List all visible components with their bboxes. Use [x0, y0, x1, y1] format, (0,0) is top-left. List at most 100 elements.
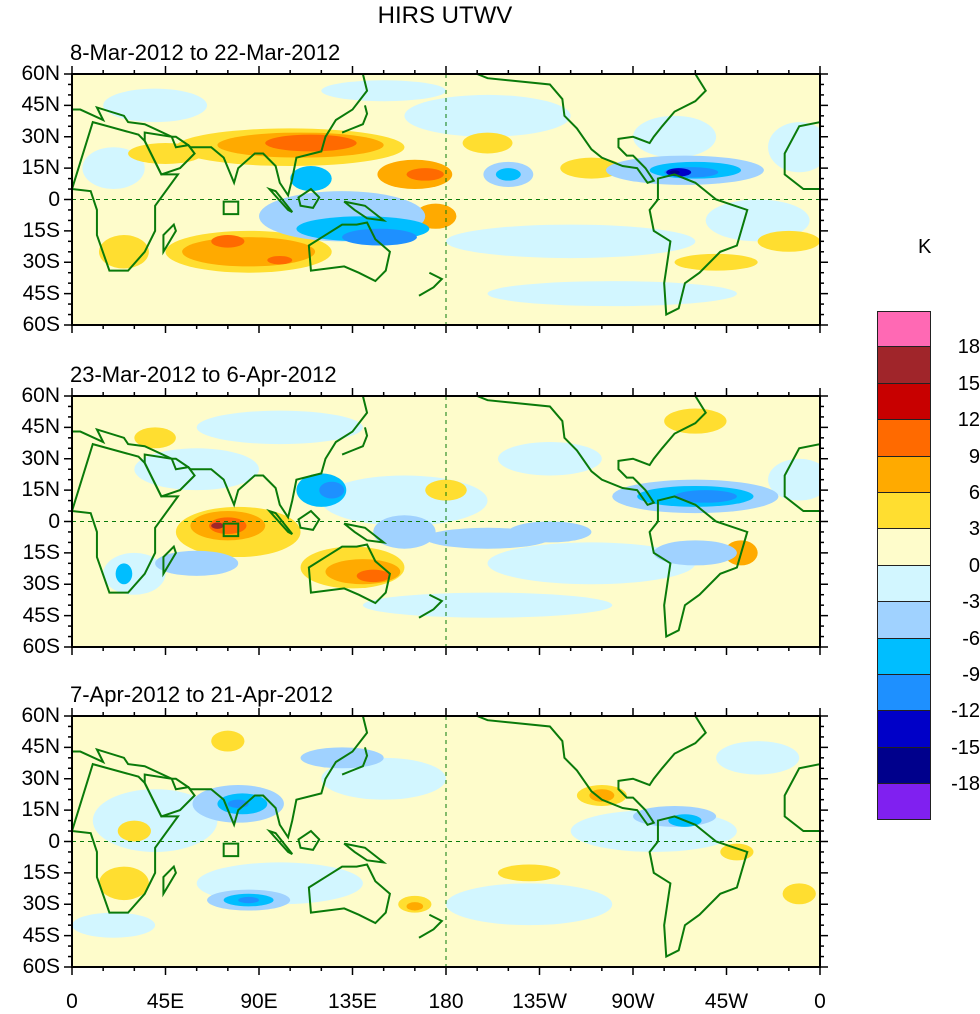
anomaly-contour-region — [211, 730, 245, 752]
colorbar-label: 3 — [968, 518, 980, 541]
lat-label: 60S — [22, 635, 60, 658]
lat-label: 60S — [22, 955, 60, 978]
lat-label: 15S — [22, 860, 60, 884]
lat-label: 30N — [21, 446, 60, 470]
anomaly-contour-region — [768, 458, 820, 501]
coastline-newzealand — [418, 593, 444, 619]
coastline-madagascar — [162, 864, 177, 898]
colorbar-label: -9 — [962, 664, 980, 686]
colorbar-box — [877, 492, 931, 530]
lat-label: 0 — [48, 829, 60, 853]
lat-label: 60N — [21, 62, 60, 85]
anomaly-contour-region — [196, 410, 363, 445]
anomaly-contour-region — [404, 94, 571, 137]
lon-label: 90E — [240, 990, 278, 1013]
anomaly-contour-region — [674, 253, 758, 271]
lat-label: 15S — [22, 218, 60, 242]
anomaly-contour-region — [103, 88, 208, 123]
lat-label: 15N — [21, 478, 60, 502]
colorbar-label: -3 — [962, 591, 980, 614]
anomaly-contour-region — [238, 896, 259, 904]
anomaly-contour-region — [487, 281, 737, 307]
lat-label: 30N — [21, 766, 60, 790]
coastline-eurasia — [72, 396, 369, 520]
colorbar-label: -12 — [951, 700, 980, 723]
anomaly-contour-region — [716, 741, 800, 775]
lon-label: 45W — [704, 990, 749, 1013]
coastline-sumatra — [266, 508, 294, 535]
lat-label: 45N — [21, 735, 60, 759]
anomaly-contour-region — [674, 490, 737, 503]
lat-label: 30S — [22, 572, 60, 596]
lat-label: 45S — [22, 281, 60, 305]
colorbar-box — [877, 747, 931, 785]
anomaly-contour-region — [267, 255, 293, 265]
anomaly-contour-region — [211, 522, 224, 529]
anomaly-contour-region — [72, 912, 156, 938]
anomaly-contour-region — [589, 789, 615, 802]
coastline-borneo — [297, 187, 321, 209]
colorbar-box — [877, 420, 931, 457]
colorbar-label: -6 — [962, 627, 980, 650]
coastline-australia — [307, 863, 392, 925]
colorbar-label: 0 — [968, 554, 980, 577]
map-panel — [64, 388, 828, 655]
coastline-newguinea — [343, 522, 388, 544]
anomaly-contour-region — [115, 563, 133, 585]
anomaly-contour-region — [103, 552, 166, 595]
lat-label: 0 — [48, 509, 60, 533]
anomaly-contour-region — [495, 168, 521, 181]
coastline-arabia — [143, 773, 196, 818]
panel-title: 8-Mar-2012 to 22-Mar-2012 — [70, 40, 341, 65]
anomaly-contour-region — [633, 115, 717, 158]
lat-label: 15S — [22, 540, 60, 564]
lat-label: 15N — [21, 798, 60, 822]
coastline-newzealand — [418, 913, 444, 939]
coastline-borneo — [297, 509, 321, 531]
anomaly-contour-region — [782, 883, 816, 905]
anomaly-contour-region — [290, 166, 332, 192]
colorbar-box — [877, 383, 931, 421]
colorbar-box — [877, 529, 931, 566]
anomaly-contour-region — [373, 515, 436, 549]
coastline-sumatra — [266, 828, 294, 855]
coastline-borneo — [297, 829, 321, 851]
anomaly-contour-region — [117, 820, 151, 842]
coastline-madagascar — [162, 222, 177, 256]
coastline-madagascar — [162, 544, 177, 578]
coastline-box — [222, 522, 240, 538]
coastline-newzealand — [418, 271, 444, 297]
lon-label: 0 — [814, 990, 826, 1013]
coastline-namerica — [476, 396, 707, 506]
anomaly-contour-region — [155, 550, 239, 576]
coastline-samerica — [648, 173, 749, 317]
coastline-australia — [307, 221, 392, 283]
colorbar-label: 18 — [957, 336, 980, 359]
lat-label: 45S — [22, 923, 60, 947]
anomaly-contour-region — [508, 521, 592, 543]
lat-label: 45N — [21, 415, 60, 439]
coastline-box — [222, 200, 240, 216]
lat-label: 45N — [21, 93, 60, 117]
anomaly-contour-region — [705, 199, 810, 242]
panel-title: 23-Mar-2012 to 6-Apr-2012 — [70, 362, 337, 387]
anomaly-contour-region — [497, 864, 561, 882]
anomaly-contour-region — [406, 902, 424, 911]
panel-title: 7-Apr-2012 to 21-Apr-2012 — [70, 682, 333, 707]
colorbar-box — [877, 347, 931, 384]
lon-label: 45E — [146, 990, 185, 1013]
colorbar-label: 6 — [968, 482, 980, 504]
colorbar-label: 15 — [957, 372, 980, 395]
colorbar-box — [877, 674, 931, 712]
anomaly-contour-region — [653, 540, 737, 566]
coastline-eurasia — [72, 74, 369, 198]
lon-label: 90W — [611, 990, 655, 1013]
coastline-japan — [341, 747, 369, 776]
anomaly-contour-region — [319, 481, 345, 499]
lat-label: 15N — [21, 156, 60, 180]
colorbar-box — [877, 638, 931, 675]
coastline-namerica — [476, 74, 707, 184]
anomaly-contour-region — [669, 170, 680, 175]
lat-label: 45S — [22, 603, 60, 627]
lon-label: 135W — [512, 990, 567, 1013]
